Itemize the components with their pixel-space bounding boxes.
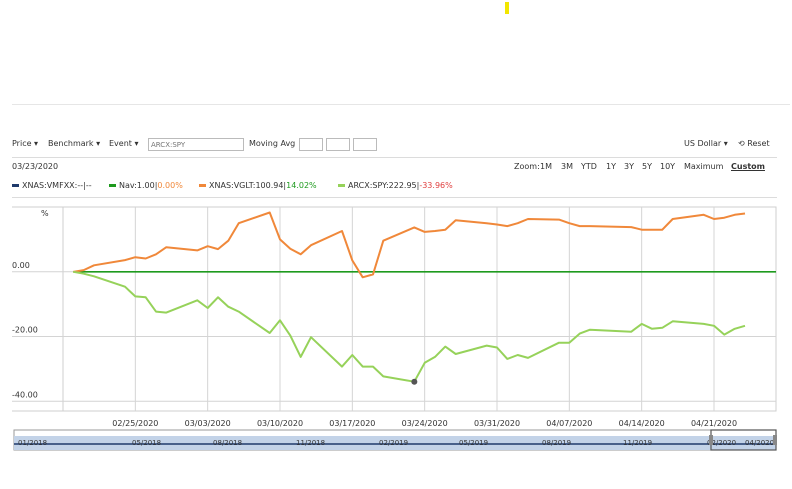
navigator-band: [14, 436, 776, 450]
legend-value-vglt: 14.02%: [286, 181, 317, 190]
x-tick-label: 04/07/2020: [546, 419, 592, 428]
plot-area-frame: [62, 206, 777, 412]
chart-toolbar: Price ▾ Benchmark ▾ Event ▾ Moving Avg U…: [12, 136, 777, 154]
legend-label-vmfxx: XNAS:VMFXX:--|--: [22, 181, 92, 190]
legend-item-spy[interactable]: ARCX:SPY:222.95|-33.96%: [338, 181, 453, 190]
x-tick-label: 04/14/2020: [619, 419, 665, 428]
legend-label-vglt: XNAS:VGLT:100.94|: [209, 181, 287, 190]
reset-icon: ⟲: [738, 139, 748, 148]
legend-label-nav: Nav:1.00|: [119, 181, 158, 190]
price-menu[interactable]: Price ▾: [12, 139, 39, 148]
y-axis-label: %: [41, 209, 49, 218]
navigator-label: 05/2019: [459, 439, 488, 447]
x-tick-label: 03/31/2020: [474, 419, 520, 428]
navigator-label: 02/2020: [707, 439, 736, 447]
x-tick-label: 03/24/2020: [402, 419, 448, 428]
zoom-5y[interactable]: 5Y: [642, 162, 652, 171]
navigator-handle-left[interactable]: [709, 435, 713, 445]
moving-avg-input-1[interactable]: [299, 138, 323, 151]
x-tick-label: 03/03/2020: [185, 419, 231, 428]
current-date: 03/23/2020: [12, 162, 59, 171]
moving-avg-input-3[interactable]: [353, 138, 377, 151]
zoom-10y[interactable]: 10Y: [660, 162, 676, 171]
legend-label-spy: ARCX:SPY:222.95|: [348, 181, 420, 190]
legend-item-vmfxx[interactable]: XNAS:VMFXX:--|--: [12, 181, 92, 190]
zoom-label: Zoom:: [514, 162, 540, 171]
highlight-marker: [505, 2, 509, 14]
navigator-label: 04/2020: [745, 439, 774, 447]
legend-swatch-vmfxx: [12, 184, 19, 187]
series-line-xnas-vglt: [73, 211, 746, 279]
y-tick-label: 0.00: [12, 261, 30, 270]
navigator-handle-right[interactable]: [773, 435, 777, 445]
legend-swatch-vglt: [199, 184, 206, 187]
x-tick-label: 03/17/2020: [329, 419, 375, 428]
navigator-label: 01/2018: [18, 439, 47, 447]
event-menu[interactable]: Event ▾: [109, 139, 139, 148]
series-line-arcx-spy: [73, 270, 746, 383]
toolbar-divider: [12, 157, 777, 158]
navigator-label: 05/2018: [132, 439, 161, 447]
currency-select[interactable]: US Dollar ▾: [684, 139, 728, 148]
legend-item-vglt[interactable]: XNAS:VGLT:100.94|14.02%: [199, 181, 317, 190]
navigator-label: 08/2019: [542, 439, 571, 447]
zoom-3y[interactable]: 3Y: [624, 162, 634, 171]
navigator-label: 11/2019: [623, 439, 652, 447]
legend-value-nav: 0.00%: [157, 181, 183, 190]
zoom-1y[interactable]: 1Y: [606, 162, 616, 171]
zoom-custom[interactable]: Custom: [731, 162, 765, 171]
navigator-label: 08/2018: [213, 439, 242, 447]
navigator-label: 11/2018: [296, 439, 325, 447]
chart-panel: [12, 104, 790, 455]
navigator-label: 02/2019: [379, 439, 408, 447]
reset-button[interactable]: ⟲ Reset: [738, 139, 770, 148]
x-tick-label: 04/21/2020: [691, 419, 737, 428]
moving-avg-input-2[interactable]: [326, 138, 350, 151]
y-tick-label: -40.00: [12, 390, 38, 399]
legend-swatch-spy: [338, 184, 345, 187]
reset-label: Reset: [747, 139, 770, 148]
y-tick-label: -20.00: [12, 326, 38, 335]
hover-point: [411, 378, 418, 385]
zoom-3m[interactable]: 3M: [561, 162, 573, 171]
zoom-1m[interactable]: 1M: [540, 162, 552, 171]
zoom-maximum[interactable]: Maximum: [684, 162, 724, 171]
benchmark-menu[interactable]: Benchmark ▾: [48, 139, 101, 148]
moving-avg-label: Moving Avg: [249, 139, 296, 148]
x-tick-label: 02/25/2020: [112, 419, 158, 428]
legend-divider: [12, 197, 777, 198]
symbol-search-input[interactable]: [148, 138, 244, 151]
legend-value-spy: -33.96%: [419, 181, 453, 190]
zoom-ytd[interactable]: YTD: [581, 162, 597, 171]
legend-item-nav[interactable]: Nav:1.00|0.00%: [109, 181, 183, 190]
legend-swatch-nav: [109, 184, 116, 187]
x-tick-label: 03/10/2020: [257, 419, 303, 428]
